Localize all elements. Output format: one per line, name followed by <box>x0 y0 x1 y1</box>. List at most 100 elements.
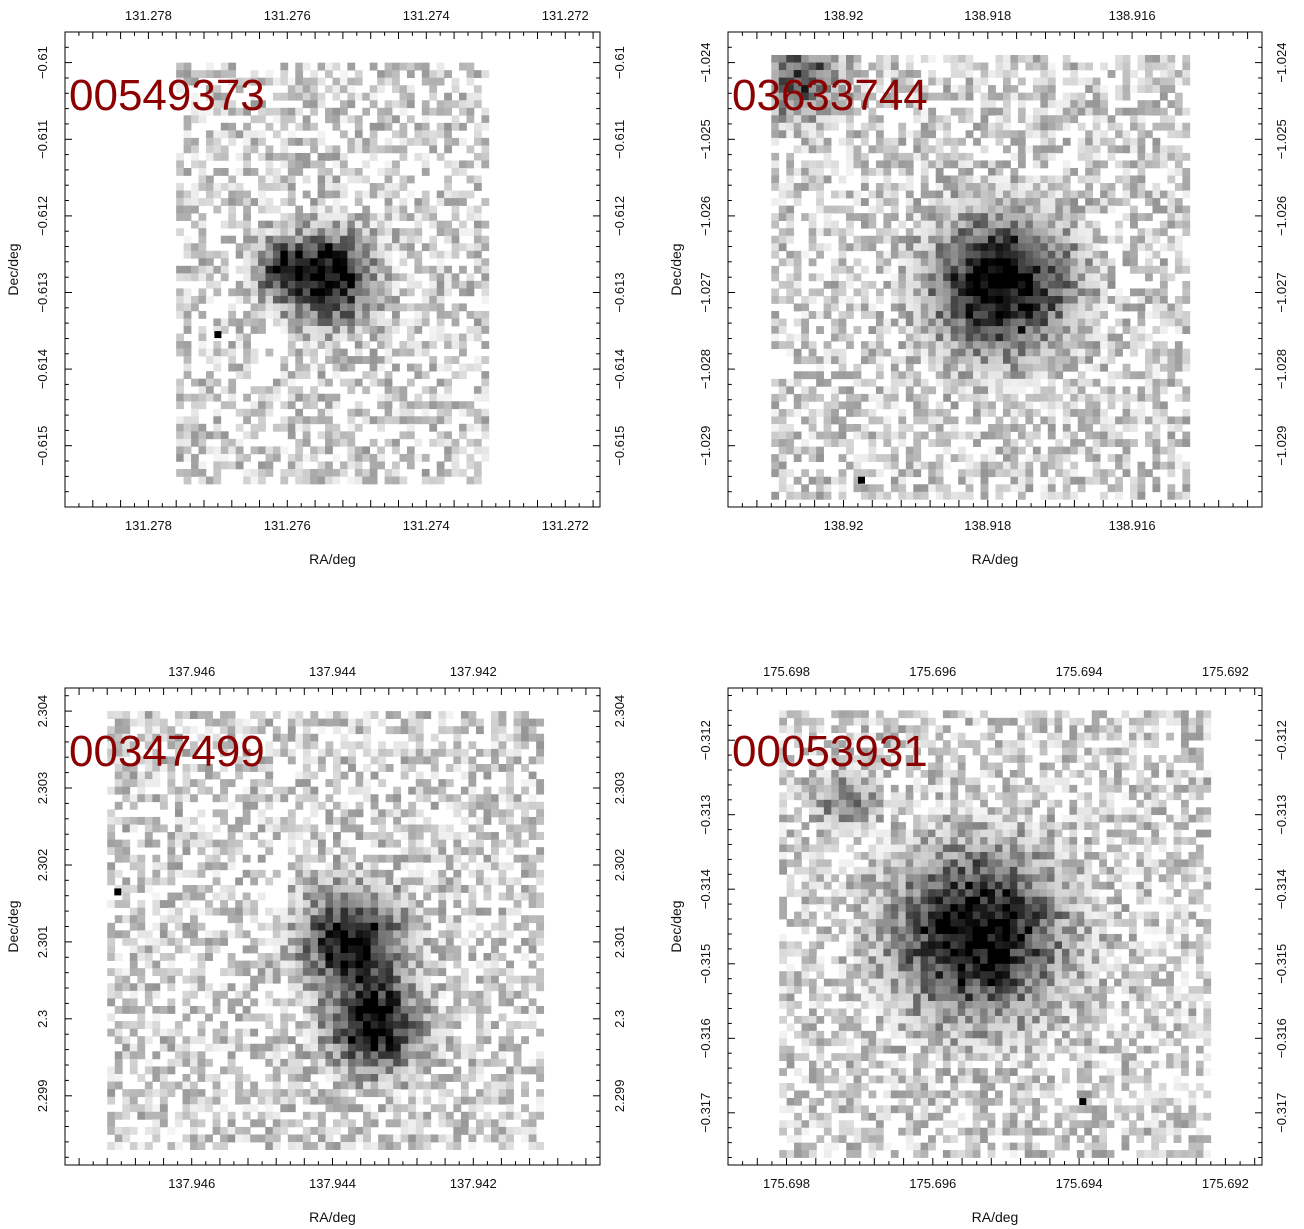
image-pixel <box>1002 122 1011 131</box>
image-pixel <box>838 280 847 289</box>
image-pixel <box>778 122 787 131</box>
image-pixel <box>392 386 400 395</box>
image-pixel <box>354 243 363 252</box>
image-pixel <box>167 832 176 840</box>
image-pixel <box>1010 416 1019 425</box>
image-pixel <box>183 476 192 485</box>
image-pixel <box>771 265 780 274</box>
image-pixel <box>167 937 176 946</box>
image-pixel <box>846 62 854 71</box>
image-pixel <box>421 416 430 425</box>
image-pixel <box>392 70 400 79</box>
image-pixel <box>213 288 222 297</box>
image-pixel <box>928 295 937 304</box>
image-pixel <box>302 190 311 199</box>
image-pixel <box>868 220 877 229</box>
image-pixel <box>129 1021 138 1029</box>
image-pixel <box>198 235 207 244</box>
image-pixel <box>890 77 899 86</box>
image-pixel <box>167 726 176 735</box>
image-pixel <box>227 1119 236 1128</box>
image-pixel <box>1107 356 1116 365</box>
image-pixel <box>1159 378 1168 387</box>
image-pixel <box>466 92 475 101</box>
image-pixel <box>1115 228 1123 237</box>
image-pixel <box>883 145 892 154</box>
image-pixel <box>354 378 363 387</box>
image-pixel <box>176 386 184 395</box>
image-pixel <box>920 461 929 470</box>
image-pixel <box>823 62 832 71</box>
image-pixel <box>920 333 929 342</box>
image-pixel <box>980 145 989 154</box>
image-pixel <box>905 386 914 395</box>
image-pixel <box>846 107 854 116</box>
image-pixel <box>1085 250 1094 259</box>
image-pixel <box>227 711 236 719</box>
image-pixel <box>1130 85 1138 93</box>
image-pixel <box>347 333 356 342</box>
image-pixel <box>1159 115 1168 124</box>
image-pixel <box>950 235 959 244</box>
pixel-image <box>771 54 1191 500</box>
image-pixel <box>265 990 274 999</box>
image-pixel <box>1047 243 1056 252</box>
image-pixel <box>935 439 944 447</box>
image-pixel <box>1025 250 1034 259</box>
image-pixel <box>808 446 817 455</box>
image-pixel <box>451 213 460 221</box>
image-pixel <box>995 70 1004 78</box>
image-pixel <box>1152 205 1161 214</box>
image-pixel <box>287 130 296 139</box>
image-pixel <box>846 115 854 124</box>
image-pixel <box>354 468 363 477</box>
image-pixel <box>846 439 854 447</box>
image-pixel <box>935 258 944 267</box>
image-pixel <box>920 416 929 425</box>
image-pixel <box>838 371 847 380</box>
image-pixel <box>220 401 229 410</box>
image-pixel <box>197 862 206 871</box>
image-pixel <box>198 70 207 79</box>
image-pixel <box>176 468 184 477</box>
image-pixel <box>1152 341 1161 350</box>
image-pixel <box>1144 378 1153 387</box>
image-pixel <box>144 756 153 765</box>
image-pixel <box>235 756 244 765</box>
image-pixel <box>362 213 371 221</box>
image-pixel <box>928 213 937 222</box>
image-pixel <box>928 122 937 131</box>
image-pixel <box>838 258 847 267</box>
image-pixel <box>384 416 393 425</box>
image-pixel <box>823 295 832 304</box>
image-pixel <box>406 115 415 124</box>
image-pixel <box>414 62 423 71</box>
image-pixel <box>212 892 221 901</box>
image-pixel <box>1152 100 1161 109</box>
image-pixel <box>793 100 802 109</box>
image-pixel <box>444 100 452 109</box>
image-pixel <box>1025 318 1034 327</box>
image-pixel <box>235 816 244 825</box>
image-pixel <box>905 424 914 432</box>
image-pixel <box>965 228 974 237</box>
image-pixel <box>913 356 922 365</box>
image-pixel <box>235 1043 244 1052</box>
image-pixel <box>965 160 974 169</box>
image-pixel <box>325 220 333 229</box>
image-pixel <box>122 1134 131 1143</box>
image-pixel <box>958 348 966 357</box>
image-pixel <box>377 295 385 304</box>
image-pixel <box>950 258 959 267</box>
image-pixel <box>980 130 989 139</box>
image-pixel <box>481 70 490 79</box>
image-pixel <box>220 318 229 327</box>
image-pixel <box>205 92 214 101</box>
image-pixel <box>310 288 318 297</box>
image-pixel <box>980 469 989 478</box>
image-pixel <box>838 363 847 372</box>
image-pixel <box>107 1089 116 1098</box>
image-pixel <box>1130 416 1138 425</box>
image-pixel <box>183 348 192 357</box>
image-pixel <box>183 363 192 372</box>
